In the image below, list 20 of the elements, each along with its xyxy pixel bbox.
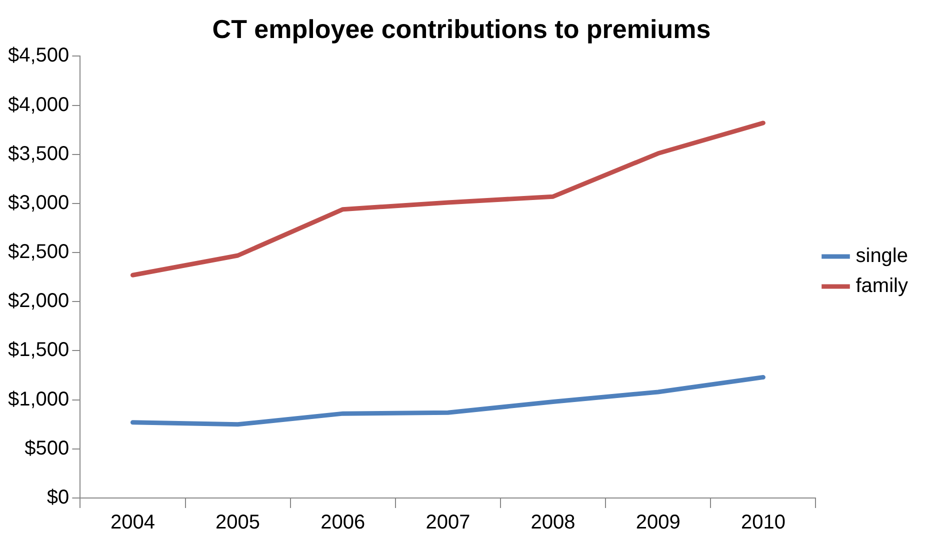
x-tick-label: 2007: [426, 512, 470, 534]
chart-title: CT employee contributions to premiums: [212, 14, 711, 44]
legend-label: single: [856, 245, 908, 268]
y-tick-label: $2,000: [8, 290, 70, 312]
y-tick-label: $4,000: [8, 94, 70, 116]
x-tick-label: 2010: [740, 512, 786, 534]
y-tick-label: $3,500: [8, 142, 70, 165]
x-tick-label: 2008: [530, 512, 576, 534]
y-tick-label: $500: [24, 437, 70, 460]
x-tick-label: 2005: [216, 512, 260, 534]
y-tick-label: $4,500: [8, 44, 70, 67]
x-tick-label: 2004: [110, 512, 155, 534]
y-tick-label: $3,000: [8, 192, 70, 214]
y-tick-label: $2,500: [8, 241, 70, 264]
legend-label: family: [856, 275, 908, 298]
y-tick-label: $0: [46, 486, 70, 509]
y-tick-label: $1,000: [8, 388, 70, 410]
x-tick-label: 2006: [320, 512, 366, 534]
y-tick-label: $1,500: [8, 339, 70, 362]
x-tick-label: 2009: [636, 512, 680, 534]
